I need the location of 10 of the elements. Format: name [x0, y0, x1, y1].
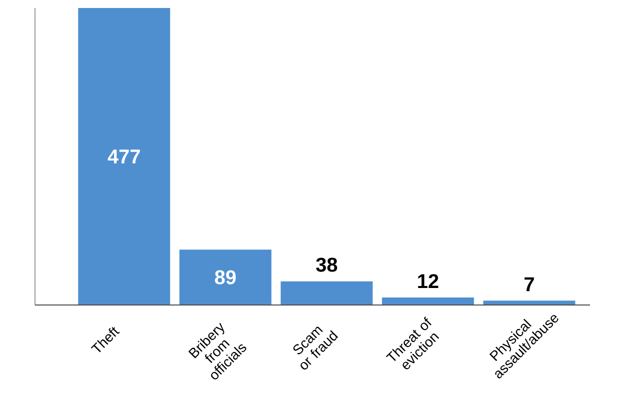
data-label: 477 [108, 150, 140, 164]
bar [483, 300, 576, 305]
bar [78, 8, 170, 305]
data-label: 89 [214, 270, 236, 284]
bar [280, 281, 373, 305]
data-label: 38 [316, 258, 338, 272]
bar [179, 250, 272, 305]
bar [382, 298, 474, 305]
data-label: 12 [418, 274, 438, 288]
data-label: 7 [524, 277, 534, 292]
